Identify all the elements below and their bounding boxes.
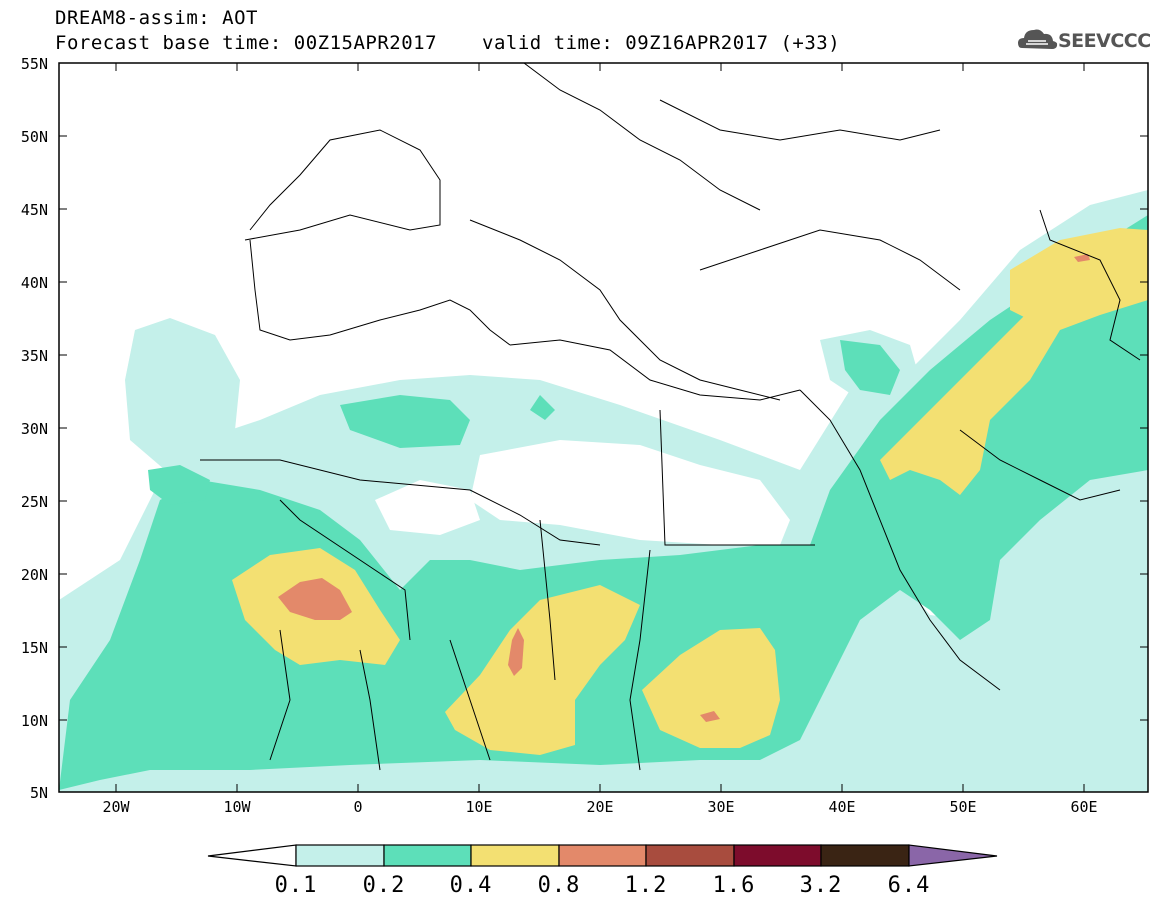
map-title: DREAM8-assim: AOT [55, 7, 258, 29]
lat-label: 35N [20, 347, 48, 365]
aot-level-0.8 [278, 254, 1090, 722]
lat-label: 5N [29, 784, 48, 802]
lon-label: 50E [949, 798, 977, 816]
cloud-icon [1018, 29, 1058, 49]
lon-label: 60E [1070, 798, 1098, 816]
colorbar-under-arrow [207, 844, 297, 867]
lon-label: 20E [586, 798, 614, 816]
colorbar-box-4 [558, 844, 647, 867]
lat-label: 45N [20, 201, 48, 219]
lon-label: 10E [465, 798, 493, 816]
lat-label: 15N [20, 639, 48, 657]
colorbar-label: 1.2 [624, 873, 668, 898]
lat-label: 25N [20, 493, 48, 511]
colorbar-box-1 [295, 844, 385, 867]
lon-label: 20W [102, 798, 130, 816]
forecast-base-time: Forecast base time: 00Z15APR2017 [55, 32, 438, 54]
colorbar-box-6 [733, 844, 822, 867]
colorbar-label: 1.6 [712, 873, 756, 898]
lon-label: 30E [707, 798, 735, 816]
lat-label: 30N [20, 420, 48, 438]
colorbar-box-7 [820, 844, 910, 867]
colorbar-label: 0.2 [362, 873, 406, 898]
axis-ticks [59, 62, 1148, 793]
colorbar-label: 0.4 [449, 873, 493, 898]
colorbar-label: 0.1 [274, 873, 318, 898]
lat-label: 50N [20, 128, 48, 146]
colorbar-box-2 [383, 844, 472, 867]
lon-label: 40E [828, 798, 856, 816]
logo-text: SEEVCCC [1058, 30, 1151, 52]
colorbar-label: 6.4 [887, 873, 931, 898]
colorbar [207, 844, 998, 867]
lat-label: 20N [20, 566, 48, 584]
lon-label: 0 [353, 798, 363, 816]
colorbar-box-3 [470, 844, 560, 867]
colorbar-over-arrow [908, 844, 998, 867]
lat-label: 40N [20, 274, 48, 292]
coastlines-borders [200, 63, 1141, 771]
colorbar-label: 0.8 [537, 873, 581, 898]
lat-label: 10N [20, 712, 48, 730]
lon-label: 10W [223, 798, 251, 816]
valid-time: valid time: 09Z16APR2017 (+33) [482, 32, 841, 54]
lat-label: 55N [20, 55, 48, 73]
colorbar-label: 3.2 [799, 873, 843, 898]
colorbar-box-5 [645, 844, 735, 867]
